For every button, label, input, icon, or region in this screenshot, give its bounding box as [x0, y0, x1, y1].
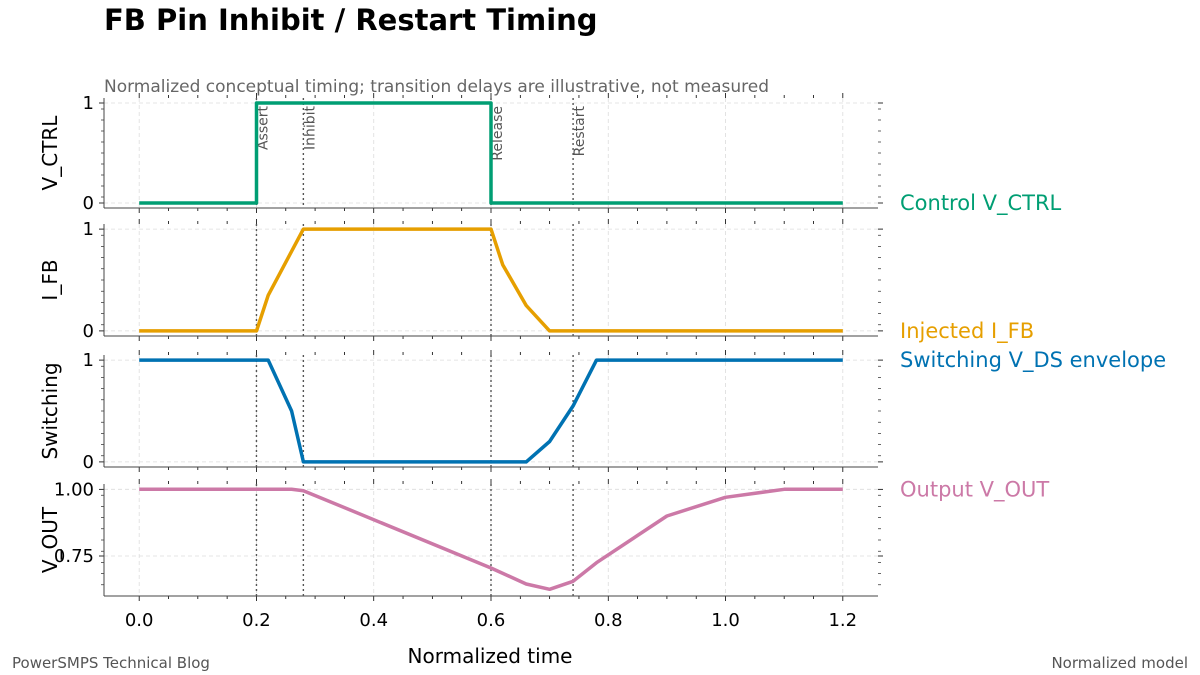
series-label-0: Control V_CTRL — [900, 191, 1062, 216]
chart-title: FB Pin Inhibit / Restart Timing — [104, 3, 598, 37]
x-tick-label: 0.6 — [477, 610, 506, 631]
series-line-2 — [139, 358, 843, 464]
footer-right: Normalized model — [1051, 654, 1188, 672]
panel-0: 0 1 Assert Inhibit Release Restart Control V_C… — [38, 93, 1062, 216]
panel-1: 0 1 Injected I_FB I_FB — [38, 219, 1034, 344]
y-axis-label-3: V_OUT — [38, 506, 62, 573]
series-line-0 — [139, 101, 843, 205]
y-tick-label: 1 — [83, 93, 94, 114]
x-tick-label: 0.2 — [242, 610, 271, 631]
y-tick-label: 1 — [83, 350, 94, 371]
footer-left: PowerSMPS Technical Blog — [12, 654, 210, 672]
x-axis-label: Normalized time — [408, 644, 573, 668]
y-axis-label-2: Switching — [38, 362, 62, 459]
y-tick-label: 1 — [83, 219, 94, 240]
y-axis-label-0: V_CTRL — [38, 115, 62, 191]
series-label-2: Switching V_DS envelope — [900, 348, 1166, 373]
x-tick-label: 0.8 — [594, 610, 623, 631]
event-label-release: Release — [490, 106, 506, 161]
x-tick-label: 1.0 — [711, 610, 740, 631]
series-label-1: Injected I_FB — [900, 319, 1034, 344]
chart-panels: 0 1 Assert Inhibit Release Restart Control V_C… — [38, 93, 1166, 631]
series-label-3: Output V_OUT — [900, 477, 1049, 502]
y-tick-label: 0 — [83, 193, 94, 214]
panel-2: 0 1 Switching V_DS envelope Switching — [38, 348, 1166, 473]
chart-subtitle: Normalized conceptual timing; transition… — [104, 77, 769, 97]
y-tick-label: 0.75 — [54, 546, 94, 567]
y-tick-label: 0 — [83, 452, 94, 473]
panel-3: 0.75 1.00 Output V_OUT V_OUT 0.0 0.2 0.4 0.6 0.8… — [38, 477, 1049, 631]
series-line-3 — [139, 487, 843, 592]
event-label-assert: Assert — [255, 105, 271, 150]
x-tick-label: 0.0 — [125, 610, 154, 631]
x-tick-label: 0.4 — [359, 610, 388, 631]
y-tick-label: 0 — [83, 321, 94, 342]
y-tick-label: 1.00 — [54, 479, 94, 500]
event-label-restart: Restart — [572, 105, 588, 156]
event-label-inhibit: Inhibit — [302, 105, 318, 150]
x-tick-label: 1.2 — [828, 610, 857, 631]
y-axis-label-1: I_FB — [38, 259, 62, 300]
series-line-1 — [139, 227, 843, 333]
